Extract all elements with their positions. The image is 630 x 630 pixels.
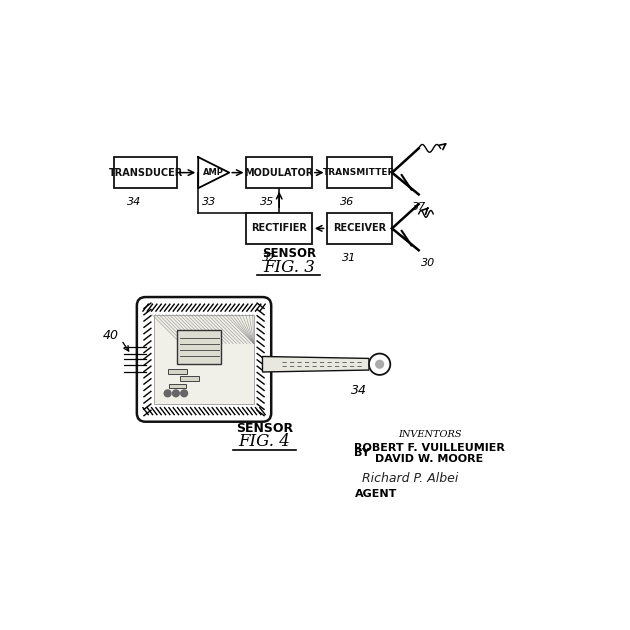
FancyBboxPatch shape — [178, 330, 221, 364]
Text: MODULATOR: MODULATOR — [244, 168, 314, 178]
FancyBboxPatch shape — [326, 157, 392, 188]
Polygon shape — [263, 357, 369, 372]
Text: RECTIFIER: RECTIFIER — [251, 224, 307, 233]
FancyBboxPatch shape — [114, 157, 178, 188]
FancyBboxPatch shape — [154, 314, 254, 404]
Text: FIG. 3: FIG. 3 — [263, 259, 315, 276]
Text: 34: 34 — [352, 384, 367, 397]
Text: 33: 33 — [202, 197, 216, 207]
FancyBboxPatch shape — [168, 369, 187, 374]
Circle shape — [181, 390, 188, 397]
Text: SENSOR: SENSOR — [236, 421, 293, 435]
Circle shape — [375, 360, 384, 368]
Text: FIG. 4: FIG. 4 — [239, 433, 290, 450]
Text: 37: 37 — [411, 202, 426, 212]
Text: SENSOR: SENSOR — [262, 247, 316, 260]
FancyBboxPatch shape — [246, 157, 312, 188]
Text: RECEIVER: RECEIVER — [333, 224, 386, 233]
Text: AGENT: AGENT — [355, 490, 398, 499]
Text: ROBERT F. VUILLEUMIER: ROBERT F. VUILLEUMIER — [354, 443, 505, 453]
FancyBboxPatch shape — [180, 376, 199, 381]
Text: BY: BY — [354, 449, 370, 459]
Text: AMP: AMP — [203, 168, 224, 177]
Text: 32: 32 — [262, 253, 277, 263]
Circle shape — [164, 390, 171, 397]
FancyBboxPatch shape — [169, 384, 186, 389]
Circle shape — [369, 353, 391, 375]
Circle shape — [173, 390, 180, 397]
Text: INVENTORS: INVENTORS — [398, 430, 461, 439]
Text: 35: 35 — [260, 197, 274, 207]
FancyBboxPatch shape — [246, 213, 312, 244]
FancyBboxPatch shape — [137, 297, 271, 421]
FancyBboxPatch shape — [326, 213, 392, 244]
Text: Richard P. Albei: Richard P. Albei — [362, 472, 459, 484]
Text: 34: 34 — [127, 197, 141, 207]
Text: 30: 30 — [421, 258, 435, 268]
Text: 36: 36 — [340, 197, 354, 207]
Text: 40: 40 — [103, 329, 119, 341]
Text: DAVID W. MOORE: DAVID W. MOORE — [375, 454, 484, 464]
Text: 31: 31 — [343, 253, 357, 263]
Text: TRANSDUCER: TRANSDUCER — [109, 168, 183, 178]
Text: TRANSMITTER: TRANSMITTER — [323, 168, 396, 177]
